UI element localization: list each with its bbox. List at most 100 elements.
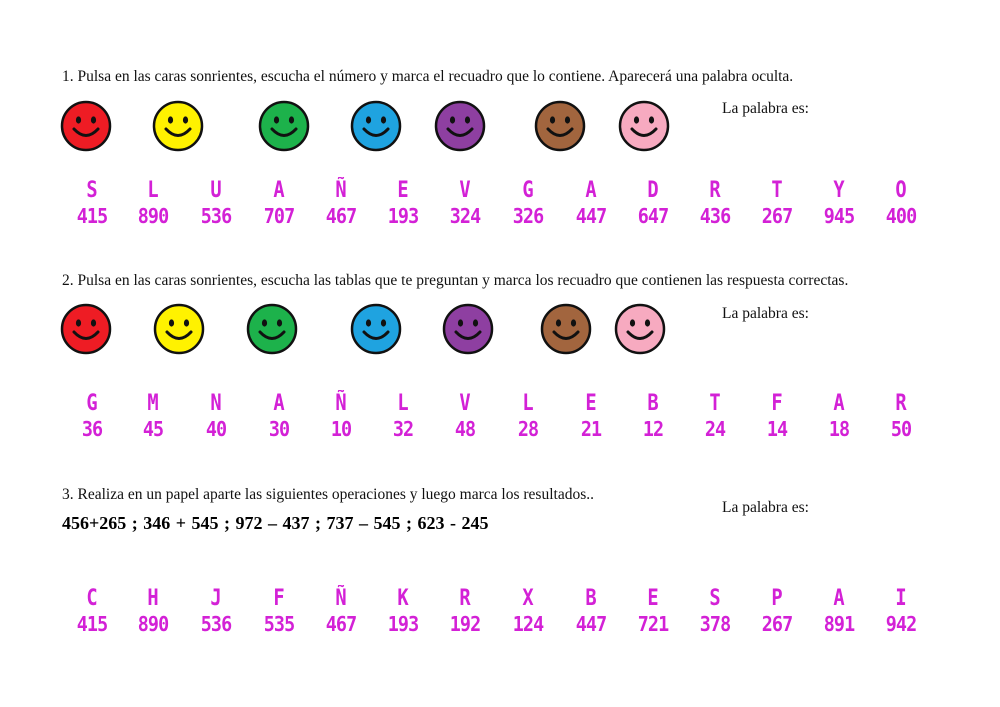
answer-box[interactable]: E 21 [563, 391, 619, 441]
answer-letter: J [210, 586, 222, 611]
answer-box[interactable]: B 447 [563, 586, 619, 636]
answer-letter: T [709, 391, 721, 416]
answer-letter: X [522, 586, 534, 611]
purple-smiley-face-icon[interactable] [442, 303, 494, 355]
answer-number: 267 [761, 612, 793, 636]
answer-letter: C [86, 586, 98, 611]
answer-number: 124 [512, 612, 544, 636]
answer-letter: A [273, 178, 285, 203]
answer-letter: V [459, 178, 471, 203]
red-smiley-face-icon[interactable] [60, 100, 112, 152]
green-smiley-face-icon[interactable] [246, 303, 298, 355]
blue-smiley-face-icon[interactable] [350, 100, 402, 152]
answer-box[interactable]: L 890 [125, 178, 181, 228]
yellow-smiley-face-icon[interactable] [152, 100, 204, 152]
answer-box[interactable]: I 942 [873, 586, 929, 636]
answer-box[interactable]: B 12 [625, 391, 681, 441]
brown-smiley-face-icon[interactable] [534, 100, 586, 152]
palabra-label-1: La palabra es: [722, 100, 809, 117]
answer-box[interactable]: A 30 [251, 391, 307, 441]
answer-number: 945 [823, 204, 855, 228]
answer-box[interactable]: N 40 [188, 391, 244, 441]
answer-box[interactable]: F 14 [749, 391, 805, 441]
answer-box[interactable]: S 378 [687, 586, 743, 636]
answer-number: 10 [330, 417, 352, 441]
answer-letter: B [647, 391, 659, 416]
answer-box[interactable]: D 647 [625, 178, 681, 228]
answer-box[interactable]: C 415 [64, 586, 120, 636]
answer-box[interactable]: X 124 [500, 586, 556, 636]
answer-number: 942 [885, 612, 917, 636]
answer-box[interactable]: A 707 [251, 178, 307, 228]
answer-box[interactable]: V 324 [437, 178, 493, 228]
answer-box[interactable]: Ñ 467 [313, 178, 369, 228]
instruction-3: 3. Realiza en un papel aparte las siguie… [62, 486, 594, 503]
answer-number: 36 [81, 417, 103, 441]
answer-box[interactable]: V 48 [437, 391, 493, 441]
answer-letter: L [397, 391, 409, 416]
answer-box[interactable]: Ñ 467 [313, 586, 369, 636]
answer-number: 721 [637, 612, 669, 636]
answer-letter: R [459, 586, 471, 611]
answer-letter: L [522, 391, 534, 416]
pink-smiley-face-icon[interactable] [614, 303, 666, 355]
answer-number: 890 [137, 204, 169, 228]
answer-box[interactable]: O 400 [873, 178, 929, 228]
brown-smiley-face-icon[interactable] [540, 303, 592, 355]
answer-box[interactable]: E 721 [625, 586, 681, 636]
answer-number: 467 [325, 204, 357, 228]
answer-box[interactable]: F 535 [251, 586, 307, 636]
answer-letter: E [585, 391, 597, 416]
answer-letter: K [397, 586, 409, 611]
answer-box[interactable]: T 267 [749, 178, 805, 228]
answer-letter: Y [833, 178, 845, 203]
answer-row-3: C 415 H 890 J 536 F 535 Ñ 467 K 193 R 192 X 124 B 447 E 721… [0, 586, 1000, 656]
answer-box[interactable]: A 891 [811, 586, 867, 636]
answer-box[interactable]: S 415 [64, 178, 120, 228]
answer-letter: E [647, 586, 659, 611]
answer-letter: O [895, 178, 907, 203]
answer-number: 32 [392, 417, 414, 441]
answer-box[interactable]: Ñ 10 [313, 391, 369, 441]
blue-smiley-face-icon[interactable] [350, 303, 402, 355]
answer-number: 30 [268, 417, 290, 441]
answer-number: 447 [575, 204, 607, 228]
answer-box[interactable]: E 193 [375, 178, 431, 228]
answer-box[interactable]: L 28 [500, 391, 556, 441]
answer-box[interactable]: A 447 [563, 178, 619, 228]
answer-box[interactable]: T 24 [687, 391, 743, 441]
answer-box[interactable]: L 32 [375, 391, 431, 441]
answer-box[interactable]: R 50 [873, 391, 929, 441]
answer-box[interactable]: R 436 [687, 178, 743, 228]
answer-number: 40 [205, 417, 227, 441]
answer-number: 415 [76, 612, 108, 636]
smiley-faces-row-1 [0, 100, 1000, 164]
answer-box[interactable]: M 45 [125, 391, 181, 441]
answer-letter: S [709, 586, 721, 611]
answer-number: 436 [699, 204, 731, 228]
answer-letter: L [147, 178, 159, 203]
answer-box[interactable]: G 326 [500, 178, 556, 228]
answer-number: 447 [575, 612, 607, 636]
yellow-smiley-face-icon[interactable] [153, 303, 205, 355]
red-smiley-face-icon[interactable] [60, 303, 112, 355]
answer-box[interactable]: U 536 [188, 178, 244, 228]
answer-box[interactable]: A 18 [811, 391, 867, 441]
answer-letter: P [771, 586, 783, 611]
answer-box[interactable]: J 536 [188, 586, 244, 636]
answer-box[interactable]: Y 945 [811, 178, 867, 228]
pink-smiley-face-icon[interactable] [618, 100, 670, 152]
answer-box[interactable]: G 36 [64, 391, 120, 441]
answer-box[interactable]: R 192 [437, 586, 493, 636]
answer-letter: R [895, 391, 907, 416]
answer-letter: H [147, 586, 159, 611]
answer-letter: A [833, 391, 845, 416]
answer-letter: Ñ [335, 391, 347, 416]
answer-box[interactable]: K 193 [375, 586, 431, 636]
purple-smiley-face-icon[interactable] [434, 100, 486, 152]
answer-box[interactable]: P 267 [749, 586, 805, 636]
answer-number: 28 [517, 417, 539, 441]
answer-box[interactable]: H 890 [125, 586, 181, 636]
answer-number: 536 [200, 612, 232, 636]
green-smiley-face-icon[interactable] [258, 100, 310, 152]
